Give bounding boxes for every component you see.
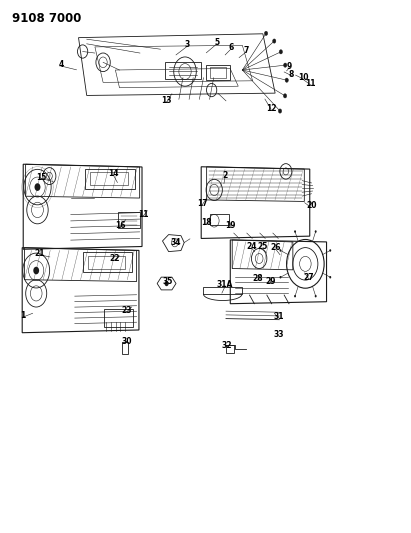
Bar <box>210 214 229 225</box>
Text: 20: 20 <box>306 201 316 211</box>
Circle shape <box>279 276 282 278</box>
Bar <box>88 256 125 269</box>
Circle shape <box>285 78 289 82</box>
Bar <box>210 67 226 78</box>
Text: 25: 25 <box>258 243 268 252</box>
Bar <box>118 212 140 228</box>
Text: 11: 11 <box>305 78 316 87</box>
Bar <box>90 173 128 185</box>
Text: 18: 18 <box>201 219 212 228</box>
Circle shape <box>284 63 287 67</box>
Circle shape <box>284 94 287 98</box>
Text: 31A: 31A <box>217 280 233 289</box>
Bar <box>164 62 201 79</box>
Text: 14: 14 <box>108 169 119 178</box>
Text: 32: 32 <box>222 341 232 350</box>
Text: 22: 22 <box>109 254 120 263</box>
Text: 8: 8 <box>289 70 294 78</box>
Text: 11: 11 <box>138 210 148 219</box>
Circle shape <box>279 50 282 54</box>
Text: 2: 2 <box>222 171 228 180</box>
Text: 3: 3 <box>185 41 190 50</box>
Text: 33: 33 <box>273 330 284 339</box>
Text: 15: 15 <box>37 173 47 182</box>
Circle shape <box>315 295 316 297</box>
Bar <box>122 342 128 354</box>
Text: 17: 17 <box>197 199 208 208</box>
Text: 29: 29 <box>265 277 275 286</box>
Text: 21: 21 <box>35 249 45 258</box>
Circle shape <box>264 31 268 36</box>
Bar <box>104 309 133 327</box>
Circle shape <box>294 230 296 233</box>
Text: 10: 10 <box>298 72 308 82</box>
Text: 35: 35 <box>163 277 173 286</box>
Text: 13: 13 <box>162 96 172 105</box>
Circle shape <box>294 295 296 297</box>
Circle shape <box>272 39 276 43</box>
Bar <box>85 169 135 189</box>
Text: 23: 23 <box>122 305 132 314</box>
Circle shape <box>33 266 39 274</box>
Text: 30: 30 <box>122 337 132 346</box>
Text: 1: 1 <box>21 311 26 320</box>
Circle shape <box>164 281 169 286</box>
Text: 19: 19 <box>226 221 236 230</box>
Text: 34: 34 <box>171 238 181 247</box>
Text: 28: 28 <box>253 273 263 282</box>
Text: 12: 12 <box>266 103 276 112</box>
Text: 27: 27 <box>303 273 314 281</box>
Circle shape <box>278 109 282 113</box>
Text: 4: 4 <box>59 60 64 69</box>
Circle shape <box>329 249 331 252</box>
Bar <box>226 345 234 353</box>
Text: 24: 24 <box>246 242 256 251</box>
Text: 26: 26 <box>271 244 281 253</box>
Text: 7: 7 <box>244 46 249 55</box>
Circle shape <box>329 276 331 278</box>
Circle shape <box>315 230 316 233</box>
Circle shape <box>35 183 40 191</box>
Text: 9108 7000: 9108 7000 <box>12 12 81 26</box>
Text: 16: 16 <box>115 221 125 230</box>
Text: 9: 9 <box>287 62 292 70</box>
Circle shape <box>279 249 282 252</box>
Bar <box>206 64 230 80</box>
Text: 6: 6 <box>228 43 233 52</box>
Text: 5: 5 <box>215 38 219 47</box>
Text: 31: 31 <box>273 312 284 321</box>
Bar <box>83 252 132 272</box>
